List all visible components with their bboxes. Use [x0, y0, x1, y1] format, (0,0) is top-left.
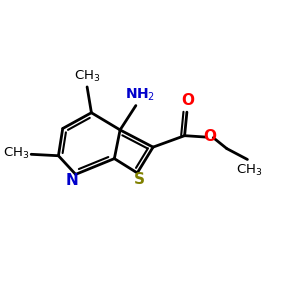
Text: NH$_2$: NH$_2$	[125, 86, 155, 103]
Text: O: O	[204, 129, 217, 144]
Text: CH$_3$: CH$_3$	[3, 146, 30, 161]
Text: CH$_3$: CH$_3$	[236, 163, 262, 178]
Text: CH$_3$: CH$_3$	[74, 69, 100, 84]
Text: O: O	[181, 93, 194, 108]
Text: S: S	[134, 172, 145, 187]
Text: N: N	[66, 173, 79, 188]
